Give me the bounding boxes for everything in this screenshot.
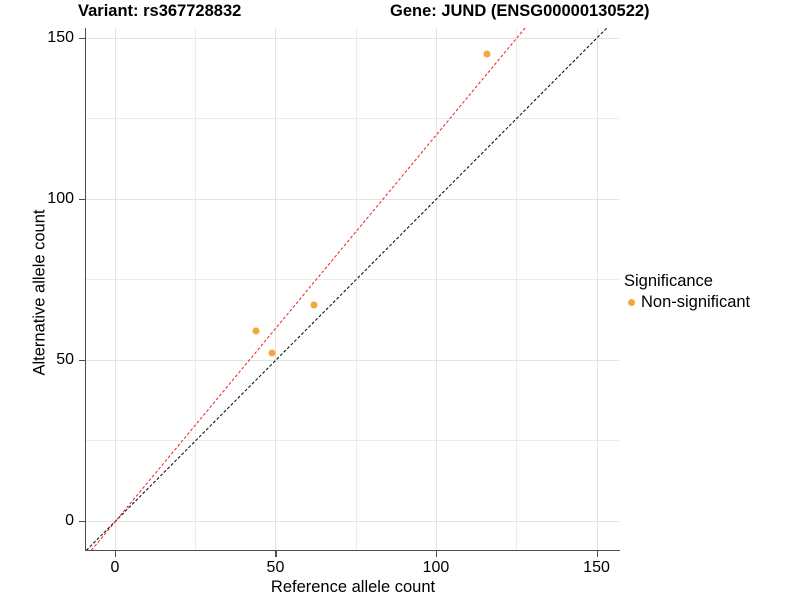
gridline-h-major [86,521,619,522]
gridline-h-major [86,359,619,361]
gridline-v-minor [516,28,518,550]
x-tick-mark [275,551,277,557]
gridline-h-major [86,198,619,200]
legend: Significance Non-significant [624,272,800,312]
y-tick-mark [79,521,85,523]
gridline-h-minor [86,440,619,442]
reference-line-ratio [90,28,526,550]
gene-title: Gene: JUND (ENSG00000130522) [390,2,650,20]
gridline-v-major [275,28,277,550]
y-axis-line [85,28,87,551]
x-tick-label: 100 [422,559,450,576]
legend-item-label: Non-significant [641,293,751,311]
legend-title: Significance [624,272,713,290]
x-tick-label: 150 [583,559,610,576]
y-tick-mark [79,37,85,40]
gridline-v-minor [355,28,357,550]
reference-line-identity [86,28,607,550]
y-axis-title: Alternative allele count [30,209,49,376]
x-axis-line [85,550,620,552]
y-tick-label: 0 [65,512,74,529]
y-tick-label: 100 [47,189,74,207]
variant-title: Variant: rs367728832 [78,2,242,20]
x-tick-mark [114,551,117,557]
plot-panel [86,28,619,550]
data-point[interactable] [483,50,491,58]
x-tick-label: 50 [266,559,285,576]
y-tick-label: 150 [47,28,74,46]
x-tick-mark [596,551,598,557]
x-tick-label: 0 [110,559,120,576]
gridline-h-major [86,37,619,39]
legend-marker-circle-icon [628,299,635,306]
y-tick-label: 50 [56,350,74,368]
gridline-v-minor [195,28,197,550]
gridline-h-minor [86,279,619,281]
gridline-v-major [435,28,437,550]
x-axis-title: Reference allele count [270,578,436,596]
chart-title-strip: Variant: rs367728832 Gene: JUND (ENSG000… [0,0,800,24]
gridline-v-major [596,28,598,550]
legend-item[interactable]: Non-significant [624,293,800,312]
y-tick-mark [79,198,85,201]
data-point[interactable] [310,301,318,309]
gridline-h-minor [86,118,619,120]
x-tick-mark [435,551,438,557]
gridline-v-major [114,28,116,550]
y-tick-mark [79,359,85,362]
data-point[interactable] [252,327,260,335]
legend-entries: Non-significant [624,293,800,312]
data-point[interactable] [268,349,276,357]
